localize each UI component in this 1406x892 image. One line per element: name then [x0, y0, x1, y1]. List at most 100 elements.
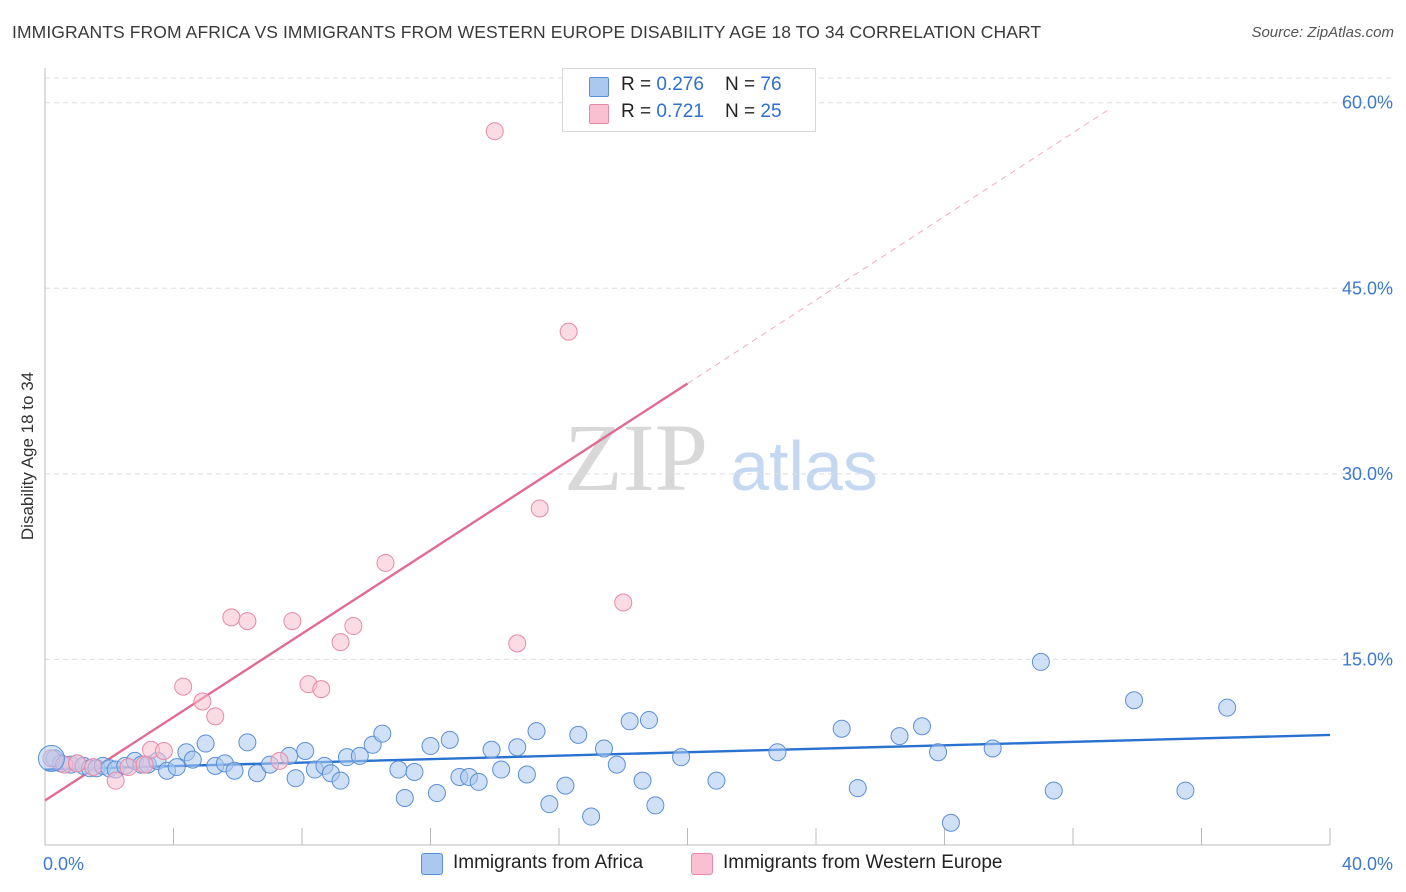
europe-point [331, 633, 350, 652]
africa-point [582, 807, 601, 826]
africa-point [527, 722, 546, 741]
africa-point [594, 739, 613, 758]
africa-point [832, 719, 851, 738]
africa-r-value: 0.276 [656, 74, 704, 95]
africa-point [238, 733, 257, 752]
europe-trend-line [44, 382, 689, 802]
africa-point [508, 738, 527, 757]
y-tick-label: 45.0% [1342, 278, 1393, 298]
bottom-europe-label: Immigrants from Western Europe [723, 852, 1003, 873]
chart-title: IMMIGRANTS FROM AFRICA VS IMMIGRANTS FRO… [12, 22, 1042, 42]
africa-point [482, 740, 501, 759]
y-tick-label: 30.0% [1342, 464, 1393, 484]
europe-point [312, 680, 331, 699]
europe-point [68, 754, 87, 773]
africa-point [389, 760, 408, 779]
africa-point [556, 776, 575, 795]
europe-point [174, 677, 193, 696]
europe-r-label: R = [621, 101, 657, 122]
europe-point [376, 553, 395, 572]
bottom-europe-swatch [691, 853, 713, 875]
africa-point [196, 734, 215, 753]
africa-point [350, 746, 369, 765]
bottom-africa-label: Immigrants from Africa [453, 852, 644, 873]
watermark: ZIP atlas [564, 404, 878, 511]
africa-point [1176, 781, 1195, 800]
y-tick-label: 15.0% [1342, 649, 1393, 669]
africa-r-label: R = [621, 74, 657, 95]
africa-point [639, 711, 658, 730]
africa-point [440, 730, 459, 749]
x-tick-label: 40.0% [1342, 854, 1393, 874]
africa-point [672, 748, 691, 767]
europe-point [270, 751, 289, 770]
europe-point [193, 692, 212, 711]
europe-point [154, 741, 173, 760]
africa-point [248, 764, 267, 783]
europe-r-value: 0.721 [656, 101, 704, 122]
africa-point [225, 761, 244, 780]
africa-point [890, 727, 909, 746]
africa-point [633, 771, 652, 790]
europe-n-value: 25 [760, 101, 782, 122]
europe-point [614, 593, 633, 612]
source-label: Source: ZipAtlas.com [1251, 24, 1394, 41]
africa-point [768, 743, 787, 762]
europe-point [222, 608, 241, 627]
europe-n-label: N = [725, 101, 761, 122]
x-tick-label: 0.0% [43, 854, 84, 874]
watermark-atlas: atlas [730, 427, 878, 505]
africa-point [517, 765, 536, 784]
africa-point [492, 760, 511, 779]
europe-point [106, 771, 125, 790]
watermark-zip: ZIP [564, 404, 708, 511]
y-tick-label: 60.0% [1342, 93, 1393, 113]
africa-point [929, 743, 948, 762]
africa-point [848, 779, 867, 798]
europe-point [84, 758, 103, 777]
africa-point [331, 771, 350, 790]
europe-point [283, 612, 302, 631]
africa-point [1044, 781, 1063, 800]
africa-point [469, 772, 488, 791]
africa-point [620, 712, 639, 731]
africa-point [405, 763, 424, 782]
africa-n-value: 76 [760, 74, 782, 95]
africa-point [1218, 698, 1237, 717]
europe-point [206, 707, 225, 726]
africa-n-label: N = [725, 74, 761, 95]
africa-point [1125, 691, 1144, 710]
africa-swatch [589, 77, 609, 97]
europe-point [559, 322, 578, 341]
africa-point [1031, 652, 1050, 671]
bottom-africa-swatch [421, 853, 443, 875]
africa-point [373, 724, 392, 743]
africa-point [607, 755, 626, 774]
europe-point [119, 758, 138, 777]
africa-point [569, 725, 588, 744]
europe-point [135, 755, 154, 774]
africa-point [707, 771, 726, 790]
africa-point [167, 758, 186, 777]
europe-trend-extension [687, 107, 1112, 384]
africa-point [421, 737, 440, 756]
africa-point [427, 784, 446, 803]
stats-legend: R = 0.276 N = 76 R = 0.721 N = 25 [562, 68, 816, 132]
africa-point [983, 739, 1002, 758]
europe-point [485, 122, 504, 141]
africa-point [941, 813, 960, 832]
africa-point [540, 795, 559, 814]
europe-point [344, 617, 363, 636]
europe-point [238, 612, 257, 631]
europe-swatch [589, 104, 609, 124]
africa-point [286, 769, 305, 788]
africa-point [646, 796, 665, 815]
africa-point [37, 744, 65, 772]
africa-point [395, 788, 414, 807]
africa-point [296, 741, 315, 760]
africa-point [913, 717, 932, 736]
europe-point [508, 634, 527, 653]
europe-point [530, 499, 549, 518]
africa-point [183, 750, 202, 769]
